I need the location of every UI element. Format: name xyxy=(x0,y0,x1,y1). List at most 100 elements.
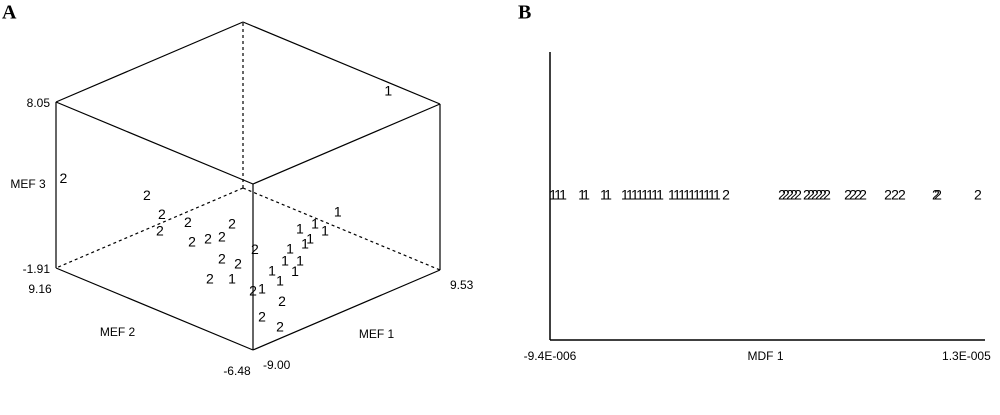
point-label: 2 xyxy=(782,187,790,203)
point-label: 2 xyxy=(218,251,226,267)
point-label: 2 xyxy=(854,187,862,203)
point-label: 2 xyxy=(794,187,802,203)
point-label: 1 xyxy=(621,187,629,203)
point-label: 1 xyxy=(549,187,557,203)
point-label: 1 xyxy=(673,187,681,203)
point-label: 1 xyxy=(631,187,639,203)
point-label: 2 xyxy=(188,234,196,250)
point-label: 1 xyxy=(268,263,276,279)
x-axis-title: MEF 1 xyxy=(359,327,395,341)
point-label: 2 xyxy=(790,187,798,203)
point-label: 1 xyxy=(646,187,654,203)
point-label: 2 xyxy=(819,187,827,203)
point-label: 2 xyxy=(815,187,823,203)
point-label: 2 xyxy=(859,187,867,203)
hidden-edge xyxy=(55,187,244,269)
point-label: 2 xyxy=(184,214,192,230)
point-label: 1 xyxy=(281,253,289,269)
point-label: 2 xyxy=(156,223,164,239)
z-tick-label: 8.05 xyxy=(27,96,51,110)
point-label: 2 xyxy=(811,187,819,203)
point-label: 1 xyxy=(713,187,721,203)
x-tick-label: -9.4E-006 xyxy=(524,349,577,363)
point-label: 2 xyxy=(786,187,794,203)
point-label: 2 xyxy=(218,229,226,245)
point-label: 1 xyxy=(688,187,696,203)
x-tick-label: 1.3E-005 xyxy=(942,349,991,363)
panel-label: A xyxy=(2,2,17,24)
point-label: 2 xyxy=(276,319,284,335)
point-label: 1 xyxy=(693,187,701,203)
point-label: 1 xyxy=(626,187,634,203)
point-label: 2 xyxy=(722,187,730,203)
point-label: 2 xyxy=(158,206,166,222)
point-label: 1 xyxy=(683,187,691,203)
point-label: 1 xyxy=(311,216,319,232)
y-tick-label: 9.16 xyxy=(28,282,52,296)
point-label: 2 xyxy=(228,216,236,232)
point-label: 2 xyxy=(143,187,151,203)
x-tick-label: 9.53 xyxy=(450,278,474,292)
point-label: 1 xyxy=(296,221,304,237)
box-edge xyxy=(55,101,254,185)
point-label: 2 xyxy=(932,187,940,203)
point-label: 2 xyxy=(234,256,242,272)
point-label: 1 xyxy=(384,83,392,99)
point-label: 1 xyxy=(306,231,314,247)
point-label: 1 xyxy=(604,187,612,203)
point-label: 1 xyxy=(334,204,342,220)
point-label: 1 xyxy=(286,241,294,257)
box-edge xyxy=(55,267,254,351)
x-tick-label: -9.00 xyxy=(263,358,291,372)
z-tick-label: -1.91 xyxy=(23,262,51,276)
point-label: 2 xyxy=(60,170,68,186)
point-label: 1 xyxy=(258,281,266,297)
point-label: 1 xyxy=(301,236,309,252)
point-label: 1 xyxy=(321,223,329,239)
point-label: 1 xyxy=(636,187,644,203)
point-label: 2 xyxy=(891,187,899,203)
point-label: 1 xyxy=(651,187,659,203)
point-label: 1 xyxy=(582,187,590,203)
point-label: 1 xyxy=(578,187,586,203)
box-edge xyxy=(252,103,441,185)
point-label: 2 xyxy=(206,271,214,287)
y-axis-title: MEF 2 xyxy=(100,325,136,339)
point-label: 2 xyxy=(884,187,892,203)
point-label: 1 xyxy=(641,187,649,203)
point-label: 1 xyxy=(559,187,567,203)
point-label: 2 xyxy=(204,231,212,247)
point-label: 1 xyxy=(600,187,608,203)
hidden-edge xyxy=(242,187,441,271)
point-label: 1 xyxy=(554,187,562,203)
point-label: 1 xyxy=(656,187,664,203)
point-label: 2 xyxy=(849,187,857,203)
point-label: 2 xyxy=(823,187,831,203)
point-label: 2 xyxy=(934,187,942,203)
point-label: 2 xyxy=(807,187,815,203)
box-edge xyxy=(242,21,441,105)
point-label: 2 xyxy=(249,283,257,299)
panel-label: B xyxy=(518,2,531,24)
point-label: 1 xyxy=(228,271,236,287)
point-label: 1 xyxy=(678,187,686,203)
point-label: 1 xyxy=(668,187,676,203)
point-label: 2 xyxy=(251,241,259,257)
point-label: 2 xyxy=(803,187,811,203)
z-axis-title: MEF 3 xyxy=(10,177,46,191)
x-axis-title: MDF 1 xyxy=(748,349,784,363)
point-label: 1 xyxy=(708,187,716,203)
point-label: 2 xyxy=(278,293,286,309)
point-label: 1 xyxy=(698,187,706,203)
point-label: 2 xyxy=(898,187,906,203)
box-edge xyxy=(252,269,441,351)
point-label: 1 xyxy=(276,273,284,289)
point-label: 2 xyxy=(778,187,786,203)
point-label: 1 xyxy=(291,263,299,279)
point-label: 1 xyxy=(296,253,304,269)
point-label: 2 xyxy=(258,309,266,325)
box-edge xyxy=(55,21,244,103)
point-label: 2 xyxy=(844,187,852,203)
point-label: 2 xyxy=(974,187,982,203)
